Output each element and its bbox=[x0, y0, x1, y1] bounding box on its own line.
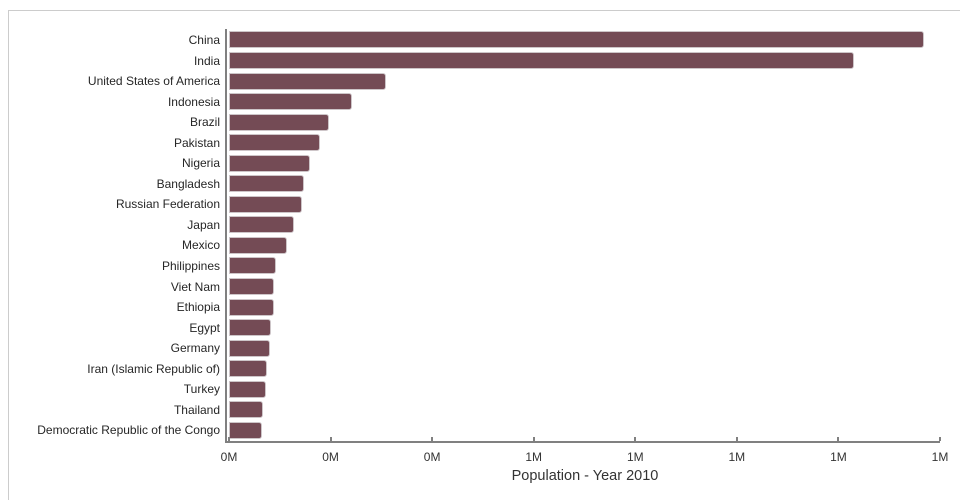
x-axis-tick bbox=[532, 437, 535, 441]
chart-row: Democratic Republic of the Congo bbox=[0, 420, 960, 441]
y-axis-label: Viet Nam bbox=[170, 279, 220, 294]
y-axis-label: China bbox=[188, 32, 220, 47]
chart-row: United States of America bbox=[0, 71, 960, 92]
y-axis-label: Indonesia bbox=[167, 94, 220, 109]
bar[interactable] bbox=[229, 401, 264, 419]
y-axis-label: Mexico bbox=[181, 238, 220, 253]
bar[interactable] bbox=[229, 278, 274, 296]
chart-row: Pakistan bbox=[0, 132, 960, 153]
bar[interactable] bbox=[229, 421, 262, 439]
x-axis-tick-label: 0M bbox=[220, 450, 238, 464]
bar[interactable] bbox=[229, 154, 310, 172]
chart-row: Turkey bbox=[0, 379, 960, 400]
x-axis-tick-label: 1M bbox=[626, 450, 644, 464]
bar[interactable] bbox=[229, 236, 287, 254]
y-axis-line bbox=[225, 29, 227, 443]
chart-row: Indonesia bbox=[0, 91, 960, 112]
chart-row: Philippines bbox=[0, 256, 960, 277]
chart-row: Japan bbox=[0, 215, 960, 236]
x-axis-tick-label: 0M bbox=[322, 450, 339, 464]
y-axis-label: Turkey bbox=[183, 382, 220, 397]
x-axis-tick-label: 1M bbox=[728, 450, 746, 464]
x-axis-tick bbox=[735, 437, 738, 441]
y-axis-label: Iran (Islamic Republic of) bbox=[87, 361, 220, 376]
bar[interactable] bbox=[229, 31, 925, 49]
x-axis-title: Population - Year 2010 bbox=[511, 468, 659, 484]
chart-row: Brazil bbox=[0, 112, 960, 133]
chart-row: Iran (Islamic Republic of) bbox=[0, 358, 960, 379]
bar[interactable] bbox=[229, 52, 855, 69]
y-axis-label: Brazil bbox=[189, 115, 220, 130]
chart-row: Viet Nam bbox=[0, 276, 960, 297]
bar[interactable] bbox=[229, 380, 266, 398]
bar[interactable] bbox=[229, 93, 352, 111]
plot-rows: China India United States of America Indone… bbox=[0, 30, 960, 441]
y-axis-label: Japan bbox=[187, 217, 220, 232]
chart-row: Mexico bbox=[0, 235, 960, 256]
x-axis-tick bbox=[431, 437, 434, 441]
x-axis-tick bbox=[837, 437, 840, 441]
bar[interactable] bbox=[229, 339, 271, 357]
x-axis-tick bbox=[634, 437, 637, 441]
x-axis-tick bbox=[939, 437, 941, 441]
chart-row: China bbox=[0, 30, 960, 51]
y-axis-label: Egypt bbox=[189, 320, 220, 335]
y-axis-label: Ethiopia bbox=[176, 300, 220, 315]
x-axis-tick-label: 1M bbox=[525, 450, 543, 464]
y-axis-label: Democratic Republic of the Congo bbox=[37, 423, 220, 438]
chart-row: India bbox=[0, 50, 960, 71]
bar[interactable] bbox=[229, 360, 268, 378]
y-axis-label: India bbox=[193, 53, 220, 68]
x-axis-tick-label: 0M bbox=[423, 450, 441, 464]
y-axis-label: Nigeria bbox=[181, 156, 220, 171]
bar[interactable] bbox=[229, 195, 302, 213]
chart-row: Ethiopia bbox=[0, 297, 960, 318]
chart-row: Egypt bbox=[0, 317, 960, 338]
chart-row: Germany bbox=[0, 338, 960, 359]
bar[interactable] bbox=[229, 298, 274, 316]
x-axis-line bbox=[225, 441, 940, 443]
chart-card bbox=[8, 10, 960, 500]
chart-row: Russian Federation bbox=[0, 194, 960, 215]
chart-row: Nigeria bbox=[0, 153, 960, 174]
chart-row: Thailand bbox=[0, 400, 960, 421]
x-axis-tick-label: 1M bbox=[830, 450, 847, 464]
y-axis-label: Pakistan bbox=[173, 135, 220, 150]
y-axis-label: United States of America bbox=[87, 74, 220, 89]
bar[interactable] bbox=[229, 72, 386, 90]
x-axis-tick bbox=[329, 437, 332, 441]
y-axis-label: Thailand bbox=[173, 402, 220, 417]
bar[interactable] bbox=[229, 113, 329, 131]
y-axis-label: Russian Federation bbox=[115, 197, 220, 212]
bar[interactable] bbox=[229, 257, 277, 275]
y-axis-label: Germany bbox=[170, 341, 220, 356]
bar[interactable] bbox=[229, 216, 294, 234]
chart-row: Bangladesh bbox=[0, 174, 960, 195]
y-axis-label: Bangladesh bbox=[156, 176, 220, 191]
bar[interactable] bbox=[229, 175, 305, 193]
x-axis-tick bbox=[228, 437, 230, 441]
x-axis-tick-label: 1M bbox=[931, 450, 949, 464]
bar[interactable] bbox=[229, 319, 272, 337]
y-axis-label: Philippines bbox=[161, 258, 220, 273]
bar[interactable] bbox=[229, 134, 320, 152]
